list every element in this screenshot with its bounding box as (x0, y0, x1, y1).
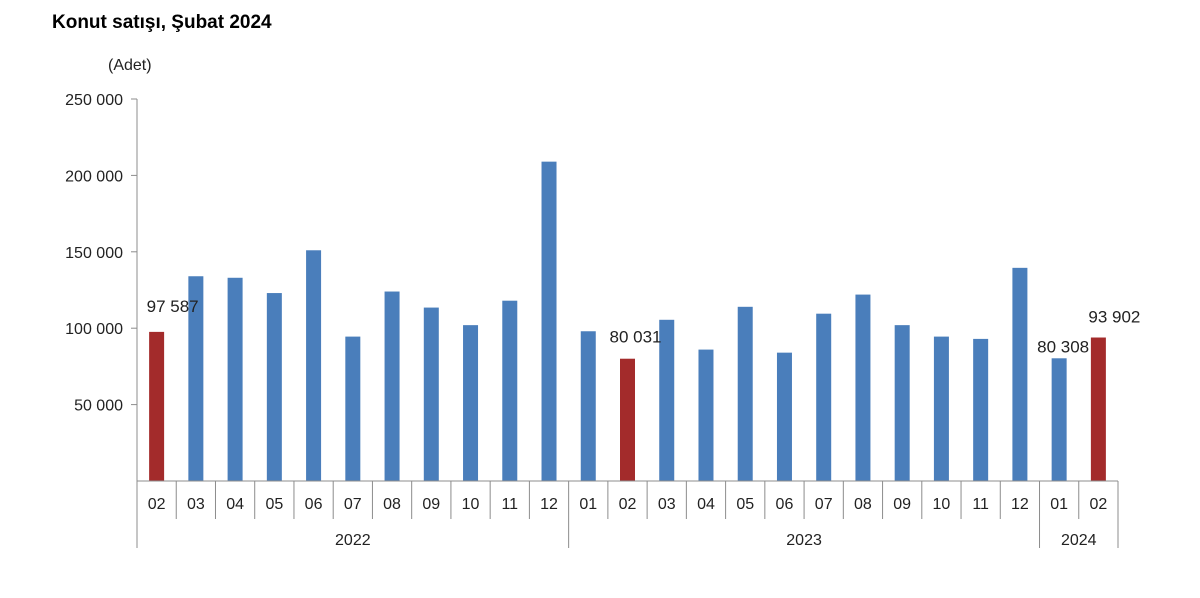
x-tick-label: 01 (1050, 496, 1068, 513)
bar (1090, 337, 1106, 481)
x-tick-label: 08 (854, 496, 872, 513)
data-label: 80 308 (1037, 337, 1089, 356)
x-tick-label: 11 (501, 496, 518, 513)
bar (855, 294, 871, 481)
x-tick-label: 06 (305, 496, 323, 513)
bar (1012, 267, 1028, 481)
year-label: 2024 (1061, 532, 1097, 549)
bar (502, 300, 518, 481)
x-tick-label: 09 (422, 496, 440, 513)
bar (541, 161, 557, 481)
chart-title: Konut satışı, Şubat 2024 (52, 12, 272, 33)
x-tick-label: 11 (972, 496, 989, 513)
data-labels: 97 587 80 031 80 308 93 902 (147, 297, 1141, 356)
unit-label: (Adet) (108, 57, 152, 74)
x-tick-label: 09 (893, 496, 911, 513)
x-tick-label: 02 (619, 496, 637, 513)
x-tick-label: 12 (540, 496, 558, 513)
x-tick-label: 10 (933, 496, 951, 513)
bar (580, 331, 596, 481)
x-tick-label: 03 (187, 496, 205, 513)
x-tick-label: 10 (462, 496, 480, 513)
x-tick-label: 12 (1011, 496, 1029, 513)
x-axis: 02 03 04 05 06 07 08 09 10 11 12 01 02 03 04 05 06 07 08 09… (136, 480, 1119, 549)
bar (1051, 358, 1067, 481)
x-tick-label: 07 (815, 496, 833, 513)
year-label: 2022 (335, 532, 371, 549)
bar (933, 336, 949, 481)
bar (266, 293, 282, 481)
x-tick-label: 01 (579, 496, 597, 513)
bars (149, 161, 1106, 481)
bar (423, 307, 439, 481)
data-label: 93 902 (1088, 308, 1140, 327)
x-tick-label: 04 (226, 496, 244, 513)
bar (894, 325, 910, 481)
bar (698, 349, 714, 481)
y-tick-label: 50 000 (74, 398, 123, 415)
bar (776, 352, 792, 481)
x-tick-label: 05 (265, 496, 283, 513)
bar (973, 338, 989, 481)
bar (384, 291, 400, 481)
bar (737, 306, 753, 481)
bar (659, 319, 675, 481)
x-tick-label: 07 (344, 496, 362, 513)
bar (620, 358, 635, 481)
data-label: 97 587 (147, 297, 199, 316)
bar (227, 277, 243, 481)
bar (149, 331, 165, 481)
y-axis: 50 000 100 000 150 000 200 000 250 000 (65, 92, 138, 481)
bar (816, 313, 832, 481)
year-label: 2023 (786, 532, 822, 549)
x-tick-label: 04 (697, 496, 715, 513)
x-tick-label: 08 (383, 496, 401, 513)
data-label: 80 031 (610, 328, 662, 347)
x-tick-label: 06 (776, 496, 794, 513)
bar (306, 250, 322, 481)
y-tick-label: 200 000 (65, 168, 123, 185)
bar (188, 276, 204, 481)
y-tick-label: 250 000 (65, 92, 123, 109)
bar (345, 336, 361, 481)
y-tick-label: 150 000 (65, 245, 123, 262)
x-tick-label: 02 (148, 496, 166, 513)
bar (463, 325, 479, 481)
x-tick-label: 05 (736, 496, 754, 513)
x-tick-label: 03 (658, 496, 676, 513)
y-tick-label: 100 000 (65, 321, 123, 338)
x-tick-label: 02 (1089, 496, 1107, 513)
